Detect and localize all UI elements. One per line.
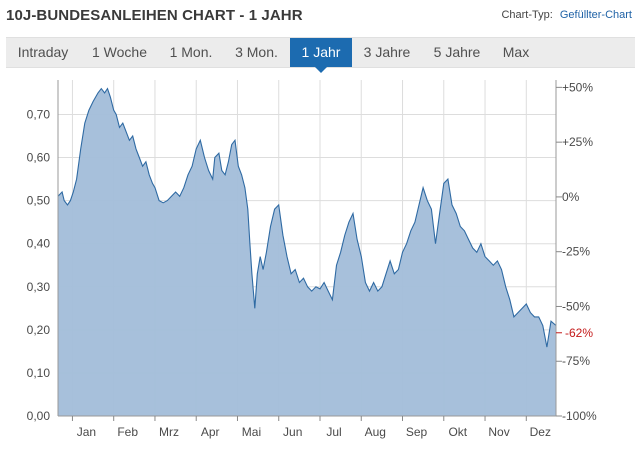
y-right-tick-label: +25%: [562, 135, 593, 149]
y-tick-label: 0,10: [27, 366, 51, 380]
y-right-tick-label: -50%: [562, 299, 590, 313]
y-tick-label: 0,60: [27, 151, 51, 165]
y-tick-label: 0,70: [27, 107, 51, 121]
x-tick-label: Jun: [283, 425, 302, 439]
y-tick-label: 0,30: [27, 280, 51, 294]
y-right-tick-label: +50%: [562, 80, 593, 94]
x-tick-label: Nov: [488, 425, 509, 439]
timeframe-tabs: Intraday 1 Woche 1 Mon. 3 Mon. 1 Jahr 3 …: [6, 37, 635, 73]
tab-1-woche[interactable]: 1 Woche: [92, 44, 147, 60]
tab-3-jahre[interactable]: 3 Jahre: [363, 44, 411, 60]
tab-1-mon[interactable]: 1 Mon.: [169, 44, 213, 60]
current-value-label: -62%: [565, 326, 593, 340]
x-tick-label: Jan: [77, 425, 96, 439]
y-right-tick-label: -75%: [562, 354, 590, 368]
x-tick-label: Mrz: [159, 425, 179, 439]
y-right-tick-label: -25%: [562, 245, 590, 259]
y-tick-label: 0,40: [27, 237, 51, 251]
y-right-tick-label: -100%: [562, 409, 597, 423]
y-tick-label: 0,50: [27, 194, 51, 208]
tab-intraday[interactable]: Intraday: [17, 44, 69, 60]
y-axis-right: +50% +25% 0% -25% -50% -75% -100% -62%: [556, 80, 597, 423]
x-tick-label: Apr: [201, 425, 220, 439]
chart-type-selector: Chart-Typ: Gefüllter-Chart: [501, 9, 632, 21]
y-axis-left: 0,00 0,10 0,20 0,30 0,40 0,50 0,60 0,70: [27, 107, 51, 423]
price-chart[interactable]: 0,00 0,10 0,20 0,30 0,40 0,50 0,60 0,70 +50% +25…: [0, 70, 641, 449]
x-tick-label: Jul: [326, 425, 341, 439]
page-title: 10J-BUNDESANLEIHEN CHART - 1 JAHR: [6, 7, 303, 24]
x-tick-label: Dez: [530, 425, 551, 439]
chart-axes: [57, 80, 557, 417]
x-tick-label: Okt: [448, 425, 467, 439]
chart-line: [57, 87, 557, 348]
x-tick-label: Feb: [117, 425, 138, 439]
y-right-tick-label: 0%: [562, 190, 580, 204]
chart-type-link[interactable]: Gefüllter-Chart: [559, 9, 632, 21]
chart-type-label: Chart-Typ:: [501, 9, 553, 21]
chart-area: [58, 88, 556, 416]
x-axis: Jan Feb Mrz Apr Mai Jun Jul Aug Sep Okt Nov Dez: [71, 416, 551, 439]
header: 10J-BUNDESANLEIHEN CHART - 1 JAHR Chart-…: [0, 0, 641, 34]
y-tick-label: 0,20: [27, 323, 51, 337]
x-tick-label: Aug: [365, 425, 386, 439]
y-tick-label: 0,00: [27, 409, 51, 423]
tab-3-mon[interactable]: 3 Mon.: [235, 44, 278, 60]
x-tick-label: Mai: [242, 425, 261, 439]
tab-1-jahr[interactable]: 1 Jahr: [290, 38, 352, 73]
tab-5-jahre[interactable]: 5 Jahre: [433, 44, 481, 60]
x-tick-label: Sep: [406, 425, 428, 439]
tab-max[interactable]: Max: [502, 44, 530, 60]
